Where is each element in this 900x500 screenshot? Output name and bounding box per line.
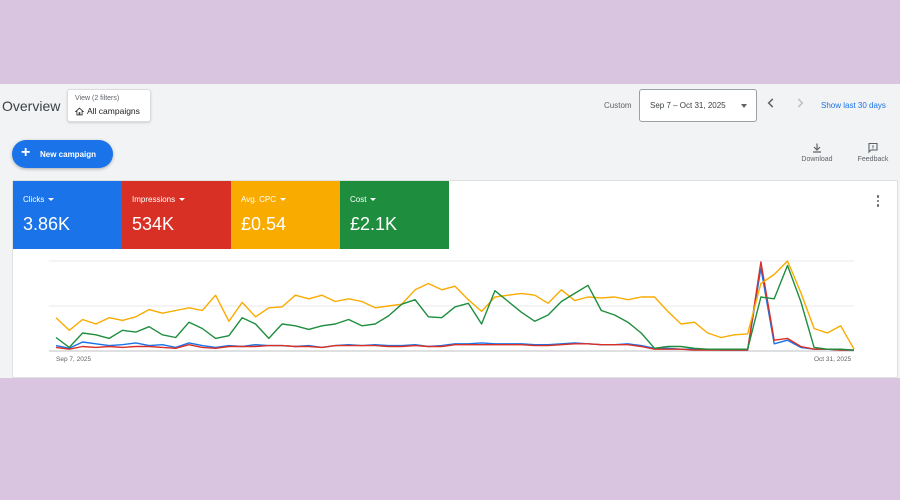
view-filter-label: All campaigns [87,106,140,116]
metric-avg-cpc[interactable]: Avg. CPC £0.54 [231,181,340,249]
more-options-icon[interactable] [875,195,881,209]
metric-impressions[interactable]: Impressions 534K [122,181,231,249]
caret-down-icon [370,198,377,201]
performance-card: Clicks 3.86K Impressions 534K Avg. CPC £… [12,180,898,378]
new-campaign-button[interactable]: + New campaign [12,140,113,168]
feedback-button[interactable]: Feedback [855,142,891,163]
x-axis-end-label: Oct 31, 2025 [814,356,852,363]
metric-label: Clicks [23,195,45,204]
view-filter-button[interactable]: View (2 filters) All campaigns [67,89,151,122]
date-range-text: Sep 7 – Oct 31, 2025 [650,101,726,110]
metric-cost[interactable]: Cost £2.1K [340,181,449,249]
home-icon [75,107,84,115]
custom-range-label: Custom [604,101,632,110]
page-title: Overview [2,98,61,114]
chevron-right-icon[interactable] [793,96,807,110]
x-axis-start-label: Sep 7, 2025 [56,356,92,363]
metric-value: 534K [132,214,175,234]
chevron-left-icon[interactable] [764,96,778,110]
download-icon [813,143,821,153]
view-filter-count: View (2 filters) [75,95,120,102]
caret-down-icon [279,198,286,201]
metric-clicks[interactable]: Clicks 3.86K [13,181,122,249]
campaigns-overview: Overview View (2 filters) All campaigns … [0,84,900,378]
performance-line-chart [49,260,855,352]
metric-value: £0.54 [241,214,287,234]
series-line-avg-cpc [55,260,855,350]
feedback-label: Feedback [857,156,889,163]
metric-label: Impressions [132,195,176,204]
metric-value: £2.1K [350,214,398,234]
new-campaign-label: New campaign [40,150,97,159]
metric-value: 3.86K [23,214,71,234]
series-line-impressions [55,261,854,351]
plus-icon: + [21,144,31,161]
feedback-icon [868,142,878,154]
caret-down-icon [48,198,55,201]
caret-down-icon [179,198,186,201]
download-label: Download [801,156,833,163]
series-line-cost [55,264,855,351]
date-range-picker[interactable]: Sep 7 – Oct 31, 2025 [639,89,757,122]
download-button[interactable]: Download [799,142,835,163]
metric-label: Avg. CPC [241,195,276,204]
metric-label: Cost [350,195,367,204]
chevron-down-icon [741,104,747,108]
show-last-30-days-link[interactable]: Show last 30 days [821,101,886,110]
